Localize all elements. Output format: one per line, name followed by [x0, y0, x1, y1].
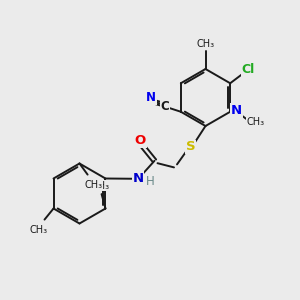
Text: N: N	[146, 91, 156, 104]
Text: C: C	[161, 100, 170, 113]
Text: H: H	[146, 175, 155, 188]
Text: CH₃: CH₃	[247, 117, 265, 127]
Text: S: S	[186, 140, 195, 154]
Text: Cl: Cl	[242, 63, 255, 76]
Text: CH₃: CH₃	[29, 225, 48, 235]
Text: CH₃: CH₃	[85, 180, 103, 190]
Text: CH₃: CH₃	[91, 181, 109, 191]
Text: CH₃: CH₃	[196, 39, 214, 50]
Text: O: O	[135, 134, 146, 147]
Text: N: N	[231, 104, 242, 117]
Text: N: N	[132, 172, 144, 185]
